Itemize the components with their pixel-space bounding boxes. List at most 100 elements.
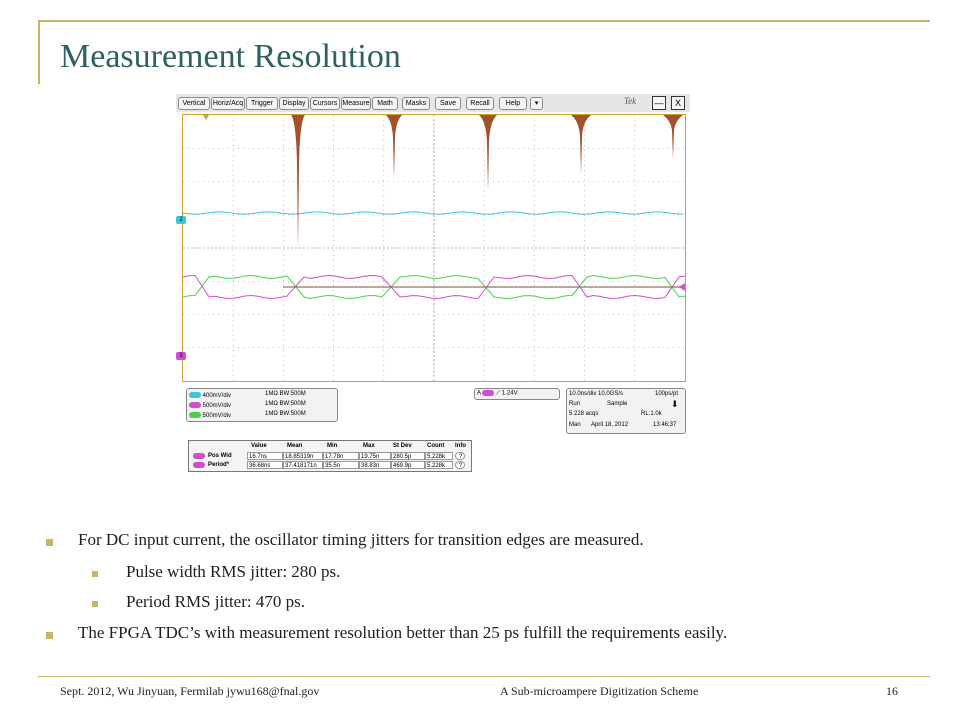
menu-display[interactable]: Display — [279, 97, 309, 110]
menu-trigger[interactable]: Trigger — [246, 97, 278, 110]
footer-center: A Sub-microampere Digitization Scheme — [500, 684, 699, 698]
jitter-histogram — [386, 115, 402, 179]
oscilloscope-screenshot: Vertical Horiz/Acq Trigger Display Curso… — [176, 94, 690, 474]
sample-rate: 10.0GS/s — [598, 391, 624, 397]
row1-channel-chip — [193, 453, 205, 459]
row2-mean: 37.418171n — [283, 461, 323, 469]
trigger-panel[interactable]: A ⟋ 1.24V — [474, 388, 560, 400]
col-count: Count — [427, 443, 445, 449]
menu-cursors[interactable]: Cursors — [310, 97, 340, 110]
jitter-histogram — [663, 115, 683, 159]
jitter-histogram — [571, 115, 591, 175]
row2-channel-chip — [193, 462, 205, 468]
channel-settings-panel[interactable]: 400mV/div 1MΩ BW:500M 500mV/div 1MΩ BW:5… — [186, 388, 338, 422]
ch2-marker[interactable]: 2 — [176, 216, 186, 224]
ch3-marker[interactable]: 3 — [176, 352, 186, 360]
frame-top-rule — [38, 20, 930, 22]
row1-info-icon[interactable]: ? — [455, 452, 465, 460]
row1-name: Pos Wid — [208, 453, 232, 459]
row2-max: 38.83n — [359, 461, 391, 469]
acq-date: April 18, 2012 — [591, 422, 629, 428]
ch2-trace — [183, 211, 684, 215]
bullet-1: For DC input current, the oscillator tim… — [78, 530, 644, 549]
acquisition-count: 5 228 acqs — [569, 411, 599, 417]
menu-vertical[interactable]: Vertical — [178, 97, 210, 110]
ch3-scale: 500mV/div — [202, 403, 232, 409]
ch2-coupling: 1MΩ — [265, 391, 278, 397]
trigger-level-marker — [679, 283, 685, 291]
waveform-display — [183, 115, 685, 381]
menu-save[interactable]: Save — [435, 97, 461, 110]
ch4-coupling: 1MΩ — [265, 411, 278, 417]
row2-min: 35.5n — [323, 461, 359, 469]
down-arrow-icon: ⬇ — [671, 399, 679, 409]
row1-max: 19.75n — [359, 452, 391, 460]
measurement-table[interactable]: Value Mean Min Max St Dev Count Info Pos… — [188, 440, 472, 472]
trigger-channel-chip — [482, 390, 495, 396]
row2-value: 36.68ns — [247, 461, 283, 469]
menu-math[interactable]: Math — [372, 97, 398, 110]
scope-menu-bar: Vertical Horiz/Acq Trigger Display Curso… — [176, 94, 690, 112]
bullet-marker — [46, 632, 53, 639]
row2-name: Period* — [208, 462, 230, 468]
ch3-chip — [189, 402, 201, 408]
acq-time: 13:46:37 — [653, 422, 677, 428]
menu-help[interactable]: Help — [499, 97, 527, 110]
footer-left: Sept. 2012, Wu Jinyuan, Fermilab jywu168… — [60, 684, 320, 698]
row1-value: 16.7ns — [247, 452, 283, 460]
col-stdev: St Dev — [393, 443, 412, 449]
slide-title: Measurement Resolution — [60, 38, 401, 75]
bullet-2: The FPGA TDC’s with measurement resoluti… — [78, 623, 728, 642]
sample-mode: Sample — [607, 401, 628, 407]
col-max: Max — [363, 443, 375, 449]
acquisition-panel[interactable]: 10.0ns/div 10.0GS/s 100ps/pt Run Sample … — [566, 388, 686, 434]
scope-graticule — [182, 114, 686, 382]
trigger-edge-icon: ⟋ — [496, 390, 501, 397]
menu-recall[interactable]: Recall — [466, 97, 494, 110]
row2-stdev: 469.9p — [391, 461, 425, 469]
page-number: 16 — [886, 684, 898, 698]
ch4-trace — [183, 274, 685, 300]
measurement-row[interactable]: Period* 36.68ns 37.418171n 35.5n 38.83n … — [189, 461, 471, 470]
jitter-histogram — [291, 115, 305, 251]
ch2-scale: 400mV/div — [202, 393, 232, 399]
minimize-button[interactable]: — — [652, 96, 666, 110]
col-mean: Mean — [287, 443, 303, 449]
col-value: Value — [251, 443, 267, 449]
row1-count: 5.228k — [425, 452, 453, 460]
bullet-marker — [92, 571, 98, 577]
measurement-row[interactable]: Pos Wid 16.7ns 18.85319n 17.78n 19.75n 2… — [189, 452, 471, 461]
frame-left-rule — [38, 20, 40, 84]
resolution: 100ps/pt — [655, 391, 679, 397]
col-min: Min — [327, 443, 338, 449]
run-state: Run — [569, 401, 581, 407]
trigger-mode: Man — [569, 422, 581, 428]
menu-dropdown-arrow[interactable]: ▾ — [530, 97, 543, 110]
bullet-1b: Period RMS jitter: 470 ps. — [126, 592, 305, 611]
trigger-position-marker — [203, 115, 209, 120]
row1-mean: 18.85319n — [283, 452, 323, 460]
ch4-bw: BW:500M — [279, 411, 306, 417]
timebase: 10.0ns/div — [569, 391, 597, 397]
menu-measure[interactable]: Measure — [341, 97, 371, 110]
row1-stdev: 280.5p — [391, 452, 425, 460]
trigger-level: 1.24V — [501, 390, 518, 397]
menu-masks[interactable]: Masks — [402, 97, 430, 110]
ch2-bw: BW:500M — [279, 391, 306, 397]
row2-info-icon[interactable]: ? — [455, 461, 465, 469]
bullet-marker — [46, 539, 53, 546]
ch4-chip — [189, 412, 201, 418]
tek-logo: Tek — [624, 96, 637, 106]
row2-count: 5.228k — [425, 461, 453, 469]
ch3-coupling: 1MΩ — [265, 401, 278, 407]
ch3-bw: BW:500M — [279, 401, 306, 407]
col-info: Info — [455, 443, 466, 449]
bullet-1a: Pulse width RMS jitter: 280 ps. — [126, 562, 341, 581]
footer-rule — [38, 676, 930, 677]
trigger-label: A — [477, 390, 481, 397]
close-button[interactable]: X — [671, 96, 685, 110]
record-length: RL:1.0k — [641, 411, 662, 417]
bullet-marker — [92, 601, 98, 607]
menu-horiz-acq[interactable]: Horiz/Acq — [211, 97, 245, 110]
row1-min: 17.78n — [323, 452, 359, 460]
